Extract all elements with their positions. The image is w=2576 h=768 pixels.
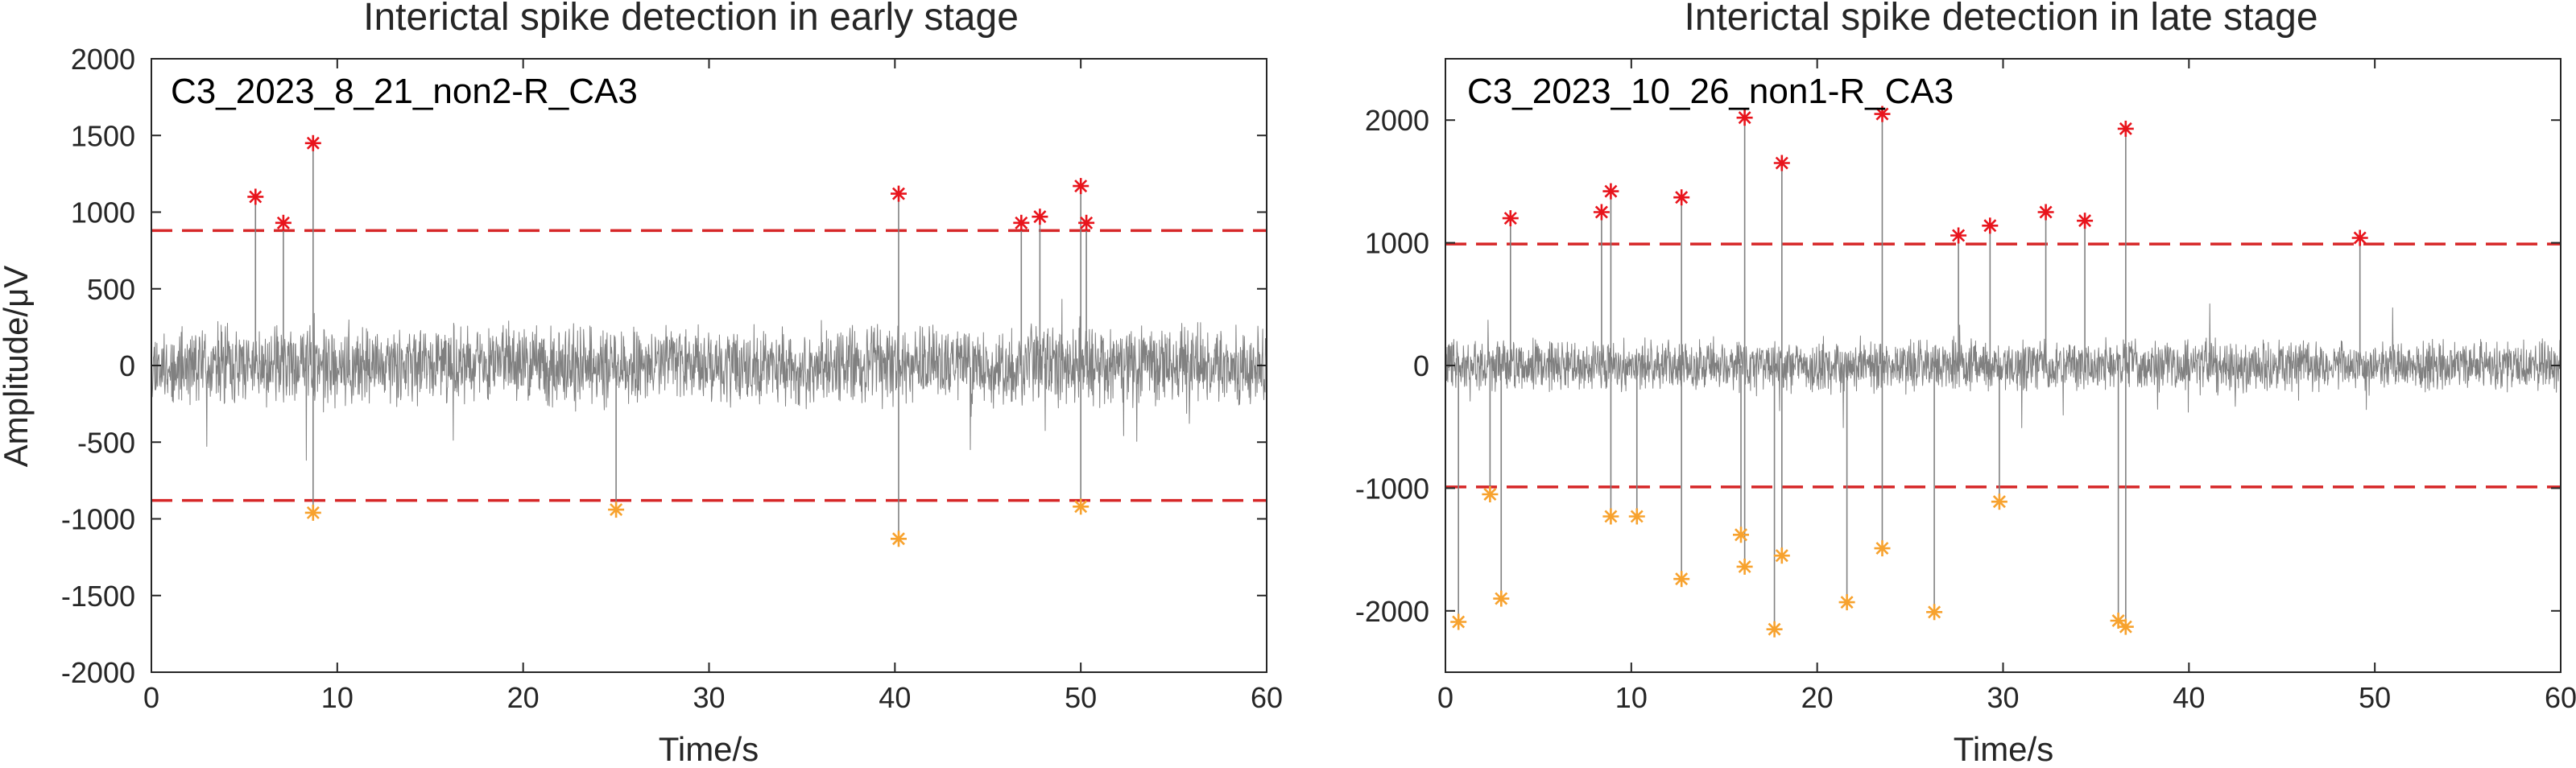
x-tick-label: 30	[693, 681, 725, 714]
y-tick-label: 0	[1413, 349, 1429, 382]
positive-spike-marker	[1073, 178, 1090, 195]
chart-late-stage: Interictal spike detection in late stage…	[1355, 0, 2576, 768]
y-tick-label: -2000	[1355, 595, 1429, 628]
x-tick-label: 50	[1065, 681, 1097, 714]
positive-spike-marker	[2037, 204, 2054, 221]
y-axis-label: Amplitude/μV	[0, 266, 35, 468]
positive-spike-marker	[1874, 105, 1891, 122]
negative-spike-marker	[1991, 493, 2007, 510]
y-tick-label: 1000	[71, 196, 135, 229]
positive-spike-marker	[1950, 227, 1967, 244]
negative-spike-marker	[2117, 618, 2134, 635]
positive-spike-marker	[275, 214, 292, 231]
x-tick-label: 30	[1987, 681, 2019, 714]
negative-spike-marker	[1736, 558, 1753, 575]
chart-title: Interictal spike detection in early stag…	[363, 0, 1019, 39]
y-tick-label: -1000	[1355, 472, 1429, 505]
negative-spike-marker	[1673, 571, 1690, 588]
x-tick-label: 60	[2545, 681, 2576, 714]
signal-trace	[151, 299, 1267, 461]
positive-spike-marker	[891, 185, 907, 202]
negative-spike-marker	[1773, 547, 1790, 564]
positive-spike-marker	[1032, 209, 1048, 225]
negative-spike-marker	[1073, 498, 1090, 515]
y-tick-label: 500	[87, 273, 135, 306]
negative-spike-marker	[1482, 486, 1499, 502]
y-tick-label: -1500	[61, 580, 135, 613]
y-tick-label: 2000	[1365, 104, 1429, 137]
recording-label: C3_2023_8_21_non2-R_CA3	[171, 72, 638, 111]
positive-spike-marker	[1773, 155, 1790, 171]
x-tick-label: 20	[1801, 681, 1834, 714]
positive-spike-marker	[1736, 109, 1753, 126]
x-tick-label: 0	[143, 681, 159, 714]
negative-spike-marker	[1766, 621, 1783, 638]
positive-spike-marker	[304, 134, 321, 151]
positive-spike-marker	[1078, 214, 1095, 231]
y-tick-label: 1500	[71, 119, 135, 152]
y-tick-label: 0	[119, 349, 135, 382]
chart-title: Interictal spike detection in late stage	[1684, 0, 2318, 39]
negative-spike-marker	[1450, 613, 1467, 630]
x-tick-label: 10	[1615, 681, 1648, 714]
positive-spike-marker	[1502, 210, 1519, 227]
negative-spike-marker	[1874, 540, 1891, 557]
negative-spike-marker	[1838, 594, 1855, 611]
x-tick-label: 0	[1437, 681, 1453, 714]
x-tick-label: 40	[879, 681, 911, 714]
negative-spike-marker	[304, 504, 321, 521]
chart-early-stage: Interictal spike detection in early stag…	[0, 0, 1283, 768]
recording-label: C3_2023_10_26_non1-R_CA3	[1467, 72, 1954, 111]
positive-spike-marker	[1982, 217, 1999, 234]
negative-spike-marker	[1733, 526, 1749, 543]
y-tick-label: -500	[77, 426, 135, 459]
negative-spike-marker	[608, 502, 625, 518]
negative-spike-marker	[1628, 508, 1645, 525]
positive-spike-marker	[1602, 183, 1619, 200]
y-tick-label: -2000	[61, 656, 135, 689]
y-tick-label: -1000	[61, 503, 135, 536]
x-axis-label: Time/s	[659, 730, 759, 768]
x-axis-label: Time/s	[1954, 730, 2053, 768]
x-tick-label: 60	[1251, 681, 1283, 714]
x-tick-label: 40	[2173, 681, 2205, 714]
positive-spike-marker	[1013, 214, 1030, 231]
positive-spike-marker	[1593, 204, 1610, 221]
positive-spike-marker	[2351, 229, 2368, 246]
signal-trace	[1445, 303, 2562, 428]
x-tick-label: 50	[2359, 681, 2391, 714]
x-tick-label: 10	[321, 681, 354, 714]
y-tick-label: 2000	[71, 43, 135, 76]
positive-spike-marker	[1673, 189, 1690, 206]
negative-spike-marker	[1602, 508, 1619, 525]
negative-spike-marker	[1493, 590, 1510, 607]
negative-spike-marker	[1926, 604, 1943, 621]
x-tick-label: 20	[507, 681, 540, 714]
positive-spike-marker	[247, 188, 264, 205]
negative-spike-marker	[891, 531, 907, 547]
positive-spike-marker	[2077, 213, 2094, 229]
y-tick-label: 1000	[1365, 227, 1429, 260]
positive-spike-marker	[2117, 120, 2134, 137]
